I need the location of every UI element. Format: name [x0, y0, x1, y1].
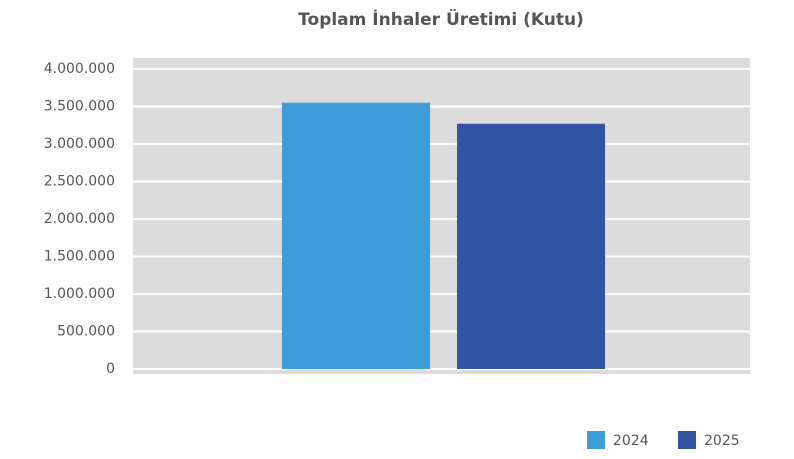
y-tick-label: 0 — [106, 361, 115, 377]
y-tick-label: 1.000.000 — [44, 286, 115, 302]
y-tick-label: 2.500.000 — [44, 174, 115, 190]
legend-swatch — [587, 431, 605, 449]
chart-title: Toplam İnhaler Üretimi (Kutu) — [298, 8, 584, 30]
legend-swatch — [678, 431, 696, 449]
bar — [457, 123, 605, 369]
plot-background — [133, 58, 750, 374]
bar — [282, 102, 430, 369]
y-tick-label: 4.000.000 — [44, 61, 115, 77]
y-tick-label: 3.500.000 — [44, 99, 115, 115]
legend-label: 2024 — [613, 433, 649, 449]
y-tick-label: 500.000 — [57, 324, 115, 340]
y-tick-label: 2.000.000 — [44, 211, 115, 227]
legend-label: 2025 — [704, 433, 740, 449]
y-tick-label: 3.000.000 — [44, 136, 115, 152]
y-tick-label: 1.500.000 — [44, 249, 115, 265]
